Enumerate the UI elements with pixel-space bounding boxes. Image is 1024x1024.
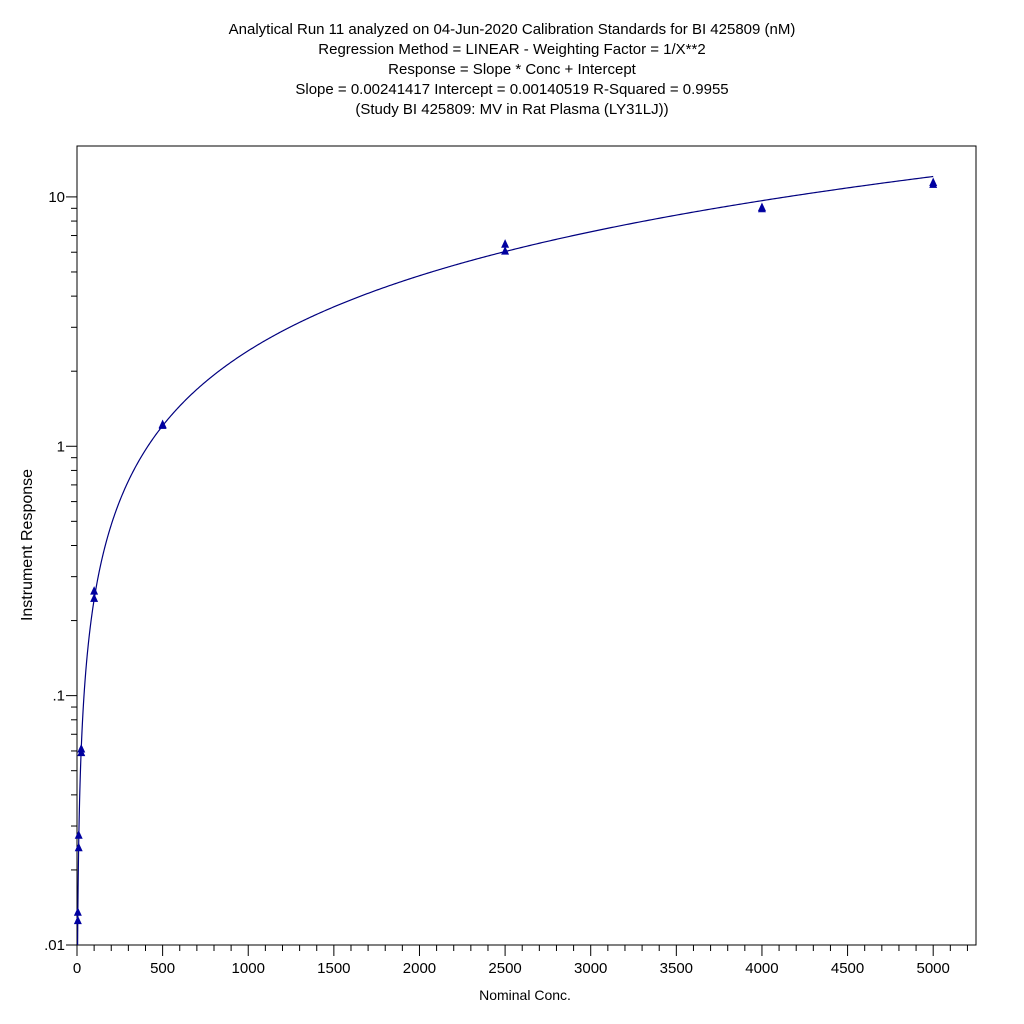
chart-title-line-5: (Study BI 425809: MV in Rat Plasma (LY31… <box>355 101 669 118</box>
data-point <box>73 915 82 925</box>
x-tick-label: 2500 <box>488 960 521 977</box>
data-point <box>74 842 83 852</box>
x-tick-label: 1000 <box>232 960 265 977</box>
y-tick-label: 1 <box>57 438 65 455</box>
plot-frame <box>76 145 977 946</box>
x-tick-label: 3500 <box>660 960 693 977</box>
y-axis-label: Instrument Response <box>19 468 36 622</box>
data-point <box>757 202 766 212</box>
data-point <box>501 246 510 255</box>
y-axis: .01 .1 1 10 <box>44 189 77 954</box>
x-axis-label: Nominal Conc. <box>479 987 571 1003</box>
x-tick-label: 5000 <box>917 960 950 977</box>
data-points <box>73 177 938 925</box>
data-point <box>73 907 82 916</box>
data-point <box>929 177 938 187</box>
y-tick-label: .1 <box>52 688 65 705</box>
x-tick-label: 3000 <box>574 960 607 977</box>
x-tick-label: 1500 <box>317 960 350 977</box>
y-tick-label: .01 <box>44 937 65 954</box>
data-point <box>90 586 99 595</box>
data-point <box>74 830 83 839</box>
data-point <box>158 419 167 429</box>
data-point <box>90 593 99 602</box>
y-tick-label: 10 <box>48 189 65 206</box>
regression-curve <box>77 175 934 945</box>
data-point <box>77 743 86 753</box>
chart-title-line-1: Analytical Run 11 analyzed on 04-Jun-202… <box>228 21 796 38</box>
chart-title-line-3: Response = Slope * Conc + Intercept <box>388 61 636 78</box>
data-point <box>501 239 510 248</box>
x-tick-label: 0 <box>73 960 81 977</box>
x-tick-label: 4000 <box>745 960 778 977</box>
x-tick-label: 500 <box>150 960 175 977</box>
x-axis: 0 500 1000 1500 2000 2500 3000 3500 4000 4500 5000 <box>73 945 968 977</box>
chart-title-line-4: Slope = 0.00241417 Intercept = 0.0014051… <box>295 81 729 98</box>
chart-title-line-2: Regression Method = LINEAR - Weighting F… <box>318 41 706 58</box>
x-tick-label: 4500 <box>831 960 864 977</box>
x-tick-label: 2000 <box>403 960 436 977</box>
